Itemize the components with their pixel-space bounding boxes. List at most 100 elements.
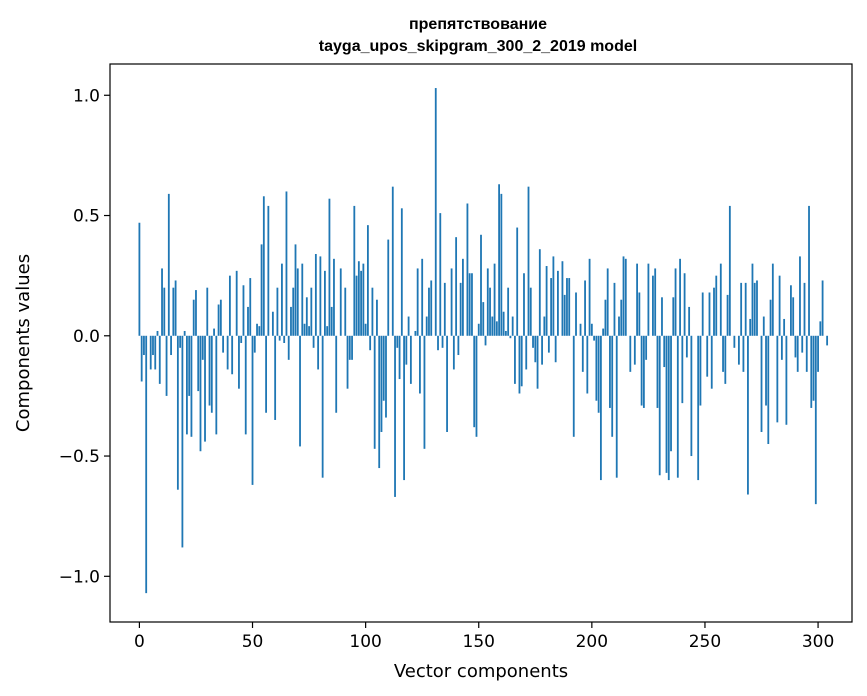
bar-190 xyxy=(568,278,571,336)
bar-196 xyxy=(581,335,584,372)
bar-249 xyxy=(701,292,704,336)
bar-110 xyxy=(387,239,390,336)
bar-53 xyxy=(258,326,261,336)
bar-243 xyxy=(688,306,691,336)
bar-146 xyxy=(468,273,471,336)
bar-15 xyxy=(172,287,175,336)
bar-82 xyxy=(324,270,326,336)
bar-118 xyxy=(405,335,408,365)
bar-166 xyxy=(514,335,516,384)
bar-92 xyxy=(346,335,349,389)
bar-65 xyxy=(285,191,288,336)
bar-143 xyxy=(462,258,464,336)
bar-172 xyxy=(527,186,530,336)
bar-261 xyxy=(728,205,731,336)
bar-96 xyxy=(355,275,358,336)
bar-221 xyxy=(638,292,641,336)
bar-99 xyxy=(362,263,365,336)
bar-257 xyxy=(719,263,722,336)
bar-244 xyxy=(690,335,693,457)
bar-267 xyxy=(742,335,745,372)
bar-11 xyxy=(163,287,166,336)
bar-223 xyxy=(642,335,645,408)
bar-150 xyxy=(477,323,480,336)
bar-70 xyxy=(296,268,299,336)
bar-198 xyxy=(586,335,589,394)
bar-295 xyxy=(805,335,808,372)
bar-31 xyxy=(208,335,211,406)
bar-25 xyxy=(195,290,197,336)
bar-51 xyxy=(253,335,256,353)
bar-299 xyxy=(814,335,817,505)
bar-119 xyxy=(407,316,410,336)
y-tick-label: 0.5 xyxy=(73,207,100,227)
bar-1 xyxy=(140,335,143,382)
bar-49 xyxy=(249,278,252,336)
bar-139 xyxy=(452,335,455,370)
bar-24 xyxy=(192,299,195,336)
bar-179 xyxy=(543,316,546,336)
bar-106 xyxy=(378,335,381,469)
bar-107 xyxy=(380,335,383,432)
x-tick-label: 50 xyxy=(242,632,264,652)
bar-284 xyxy=(780,335,783,360)
bar-155 xyxy=(489,287,491,336)
bar-265 xyxy=(737,335,740,365)
bar-199 xyxy=(588,258,591,336)
bar-232 xyxy=(663,335,666,368)
bar-123 xyxy=(416,268,419,336)
bar-165 xyxy=(511,316,514,336)
bar-135 xyxy=(443,282,446,336)
bar-293 xyxy=(801,335,804,353)
bar-40 xyxy=(228,275,231,336)
bar-23 xyxy=(190,335,193,437)
bar-202 xyxy=(595,335,598,401)
y-tick-label: 0.0 xyxy=(73,327,100,347)
bar-279 xyxy=(769,299,772,336)
bar-78 xyxy=(314,254,317,336)
bar-275 xyxy=(760,335,763,432)
bar-206 xyxy=(604,299,607,336)
bar-288 xyxy=(790,285,792,336)
bar-61 xyxy=(276,287,279,336)
bar-204 xyxy=(599,335,602,481)
bar-282 xyxy=(776,335,779,423)
bar-215 xyxy=(624,258,627,336)
bar-161 xyxy=(502,311,505,336)
x-tick-label: 100 xyxy=(349,632,381,652)
y-tick-label: −0.5 xyxy=(59,447,100,467)
x-tick-label: 250 xyxy=(689,632,721,652)
bar-128 xyxy=(428,287,430,336)
bar-27 xyxy=(199,335,202,452)
bar-167 xyxy=(516,227,519,336)
bar-153 xyxy=(484,335,487,346)
chart-title-line-1: препятствование xyxy=(409,16,547,33)
bar-145 xyxy=(466,203,469,336)
bar-297 xyxy=(810,335,813,408)
bar-266 xyxy=(740,282,743,336)
bar-280 xyxy=(771,263,774,336)
bar-133 xyxy=(439,213,442,336)
bar-151 xyxy=(480,234,482,336)
bar-189 xyxy=(566,278,568,336)
bar-157 xyxy=(493,263,496,336)
bar-302 xyxy=(821,280,824,336)
bar-270 xyxy=(749,318,752,336)
bar-248 xyxy=(699,335,702,406)
bar-105 xyxy=(376,299,378,336)
bar-102 xyxy=(369,335,372,351)
bar-124 xyxy=(419,335,421,394)
bar-21 xyxy=(186,335,188,435)
bar-259 xyxy=(724,335,727,384)
bar-255 xyxy=(715,275,718,336)
bar-129 xyxy=(430,280,433,336)
bar-29 xyxy=(204,335,206,442)
bar-173 xyxy=(529,287,532,336)
bar-258 xyxy=(722,335,724,372)
bar-234 xyxy=(667,335,670,481)
bar-273 xyxy=(756,280,758,336)
bar-298 xyxy=(812,335,815,401)
x-axis-ticks: 0 50 100 150 200 250 300 xyxy=(134,622,834,652)
bar-127 xyxy=(425,316,428,336)
bar-292 xyxy=(799,256,801,336)
